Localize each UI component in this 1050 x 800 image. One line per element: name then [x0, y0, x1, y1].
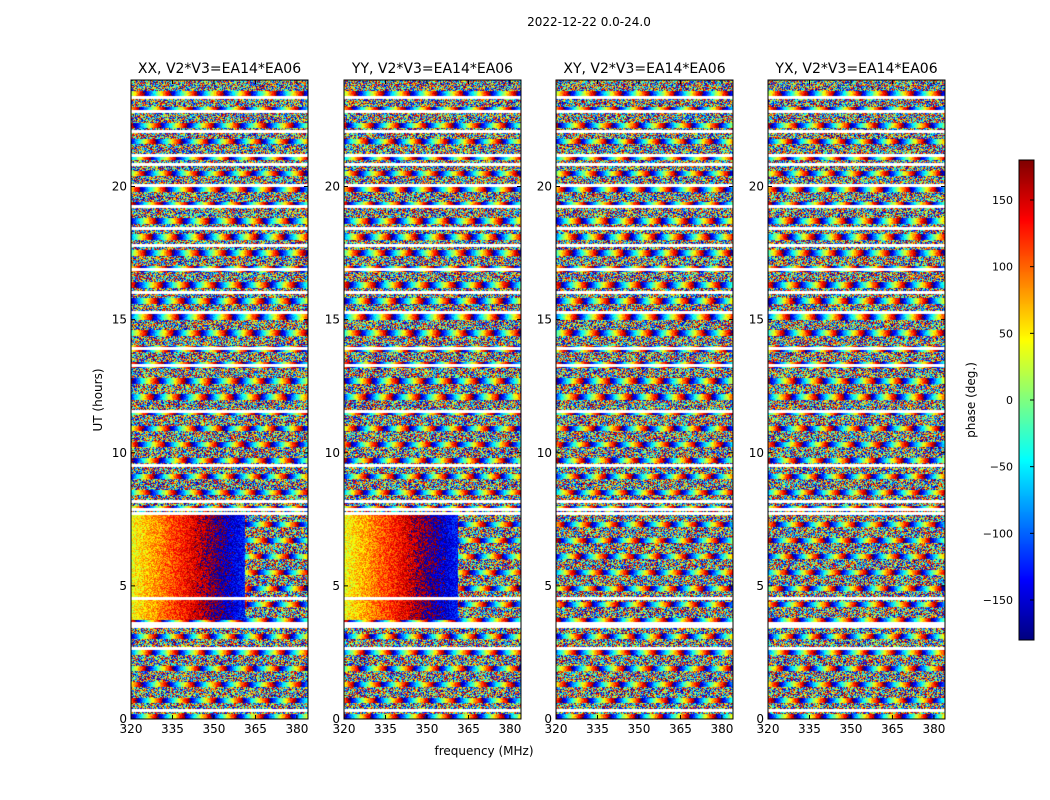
panel-1-frame — [130, 79, 309, 720]
x-tick-label: 335 — [161, 722, 184, 736]
y-tick-label: 15 — [749, 313, 764, 327]
panel-1: XX, V2*V3=EA14*EA06 320 335 350 365 380 0 5 10 15… — [112, 61, 309, 736]
panel-2-title: YY, V2*V3=EA14*EA06 — [351, 61, 513, 77]
y-tick-label: 0 — [119, 712, 127, 726]
panel-4: YX, V2*V3=EA14*EA06 320 335 350 365 380 0 5 10 15… — [749, 61, 946, 736]
x-tick-label: 335 — [586, 722, 609, 736]
colorbar-tick-label: −100 — [983, 527, 1013, 540]
panel-3-title: XY, V2*V3=EA14*EA06 — [563, 61, 725, 77]
x-tick-label: 365 — [669, 722, 692, 736]
x-tick-label: 380 — [922, 722, 945, 736]
y-tick-label: 15 — [112, 313, 127, 327]
x-tick-label: 335 — [798, 722, 821, 736]
panel-4-title: YX, V2*V3=EA14*EA06 — [774, 61, 937, 77]
panel-2-frame — [343, 79, 522, 720]
y-tick-label: 10 — [749, 446, 764, 460]
x-axis-label: frequency (MHz) — [434, 744, 533, 758]
colorbar: 150 100 50 0 −50 −100 −150 — [983, 159, 1035, 641]
colorbar-tick-label: −50 — [990, 461, 1013, 474]
y-tick-label: 15 — [325, 313, 340, 327]
y-tick-label: 20 — [112, 180, 127, 194]
y-tick-label: 10 — [112, 446, 127, 460]
y-tick-label: 20 — [749, 180, 764, 194]
colorbar-tick-label: −150 — [983, 594, 1013, 607]
panel-3: XY, V2*V3=EA14*EA06 320 335 350 365 380 0 5 10 15… — [537, 61, 734, 736]
y-tick-label: 5 — [119, 579, 127, 593]
x-tick-label: 365 — [457, 722, 480, 736]
colorbar-tick-label: 100 — [992, 261, 1013, 274]
y-tick-label: 10 — [537, 446, 552, 460]
y-tick-label: 5 — [332, 579, 340, 593]
x-tick-label: 365 — [244, 722, 267, 736]
colorbar-tick-label: 50 — [999, 327, 1013, 340]
x-tick-label: 365 — [881, 722, 904, 736]
panel-2-heatmap — [344, 80, 521, 719]
panel-4-heatmap — [768, 80, 945, 719]
y-tick-label: 20 — [325, 180, 340, 194]
x-tick-label: 320 — [333, 722, 356, 736]
x-tick-label: 320 — [120, 722, 143, 736]
x-tick-label: 380 — [498, 722, 521, 736]
figure-suptitle: 2022-12-22 0.0-24.0 — [527, 15, 651, 29]
y-tick-label: 10 — [325, 446, 340, 460]
y-tick-label: 0 — [544, 712, 552, 726]
x-tick-label: 350 — [628, 722, 651, 736]
panel-3-frame — [555, 79, 734, 720]
x-tick-label: 320 — [545, 722, 568, 736]
y-axis-label: UT (hours) — [91, 368, 105, 431]
x-tick-label: 350 — [840, 722, 863, 736]
y-tick-label: 20 — [537, 180, 552, 194]
colorbar-label: phase (deg.) — [964, 362, 978, 438]
x-tick-label: 335 — [374, 722, 397, 736]
y-tick-label: 5 — [544, 579, 552, 593]
y-tick-label: 15 — [537, 313, 552, 327]
colorbar-tick-label: 0 — [1006, 394, 1013, 407]
colorbar-gradient — [1019, 160, 1034, 640]
panel-1-title: XX, V2*V3=EA14*EA06 — [138, 61, 301, 77]
y-tick-label: 0 — [756, 712, 764, 726]
x-tick-label: 320 — [757, 722, 780, 736]
panel-1-heatmap — [131, 80, 308, 719]
panels-group: XX, V2*V3=EA14*EA06 320 335 350 365 380 0 5 10 15… — [112, 61, 946, 736]
x-tick-label: 380 — [285, 722, 308, 736]
x-tick-label: 380 — [710, 722, 733, 736]
x-tick-label: 350 — [203, 722, 226, 736]
panel-4-frame — [767, 79, 946, 720]
x-tick-label: 350 — [416, 722, 439, 736]
y-tick-label: 0 — [332, 712, 340, 726]
panel-3-heatmap — [556, 80, 733, 719]
colorbar-tick-label: 150 — [992, 194, 1013, 207]
y-tick-label: 5 — [756, 579, 764, 593]
panel-2: YY, V2*V3=EA14*EA06 320 335 350 365 380 0 5 10 15… — [325, 61, 522, 736]
